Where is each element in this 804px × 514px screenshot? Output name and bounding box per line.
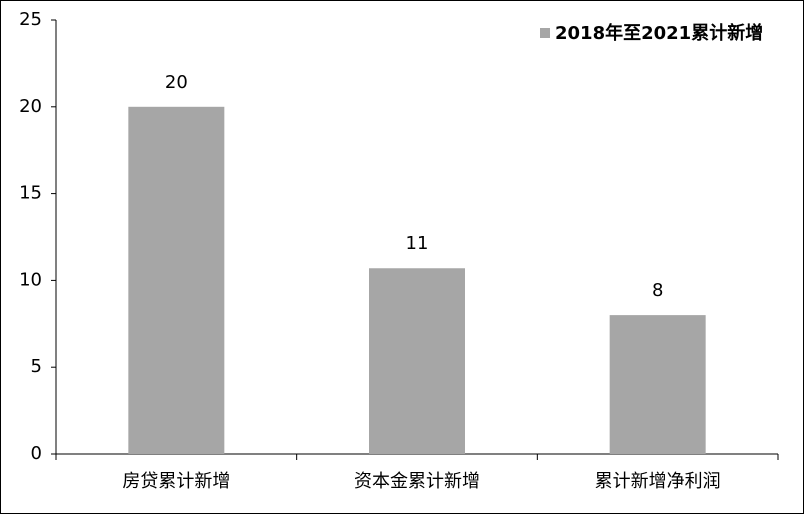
x-tick-label: 房贷累计新增	[122, 471, 230, 492]
data-label: 11	[406, 233, 429, 254]
x-tick-label: 资本金累计新增	[354, 471, 480, 492]
y-tick-label: 5	[31, 356, 42, 377]
legend-label: 2018年至2021累计新增	[555, 22, 763, 44]
y-tick-label: 15	[19, 183, 42, 204]
bar	[609, 315, 706, 454]
data-label: 8	[652, 280, 663, 301]
x-tick-label: 累计新增净利润	[595, 471, 721, 492]
y-tick-label: 10	[19, 269, 42, 290]
y-tick-label: 20	[19, 96, 42, 117]
bar	[128, 106, 225, 455]
y-tick-label: 0	[31, 443, 42, 464]
legend-swatch	[540, 28, 550, 38]
data-label: 20	[165, 72, 188, 93]
bar	[369, 268, 465, 454]
y-tick-label: 25	[19, 9, 42, 30]
